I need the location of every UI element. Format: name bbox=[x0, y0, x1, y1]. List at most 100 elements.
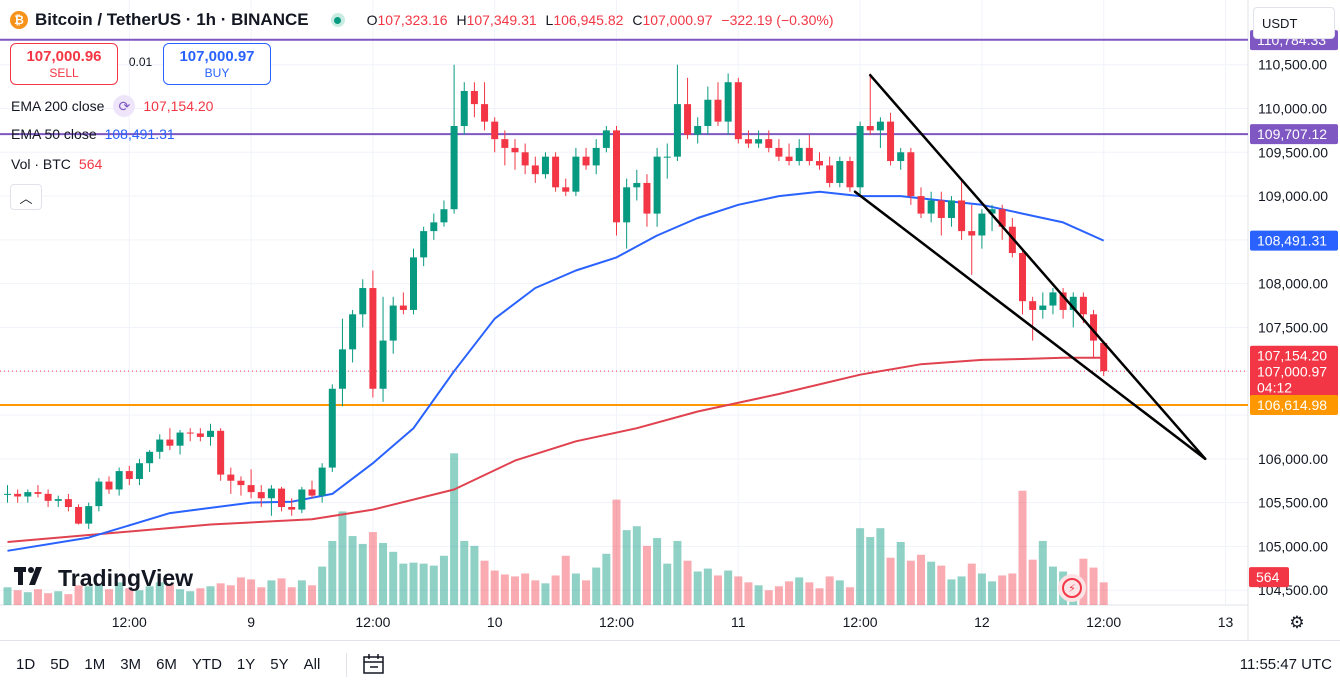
candle-body bbox=[643, 182, 651, 214]
volume-bar bbox=[998, 575, 1007, 605]
range-5y[interactable]: 5Y bbox=[270, 656, 289, 673]
volume-bar bbox=[409, 562, 418, 605]
volume-bar bbox=[551, 575, 560, 605]
sell-button[interactable]: 107,000.96 SELL bbox=[10, 43, 118, 85]
candle-body bbox=[633, 182, 641, 188]
candle-body bbox=[196, 433, 204, 437]
volume-legend[interactable]: Vol · BTC 564 bbox=[11, 156, 102, 172]
time-tick-label: 12:00 bbox=[1086, 614, 1121, 630]
range-all[interactable]: All bbox=[303, 656, 321, 673]
volume-bar bbox=[470, 545, 479, 605]
candle-body bbox=[856, 126, 864, 188]
volume-bar bbox=[1048, 566, 1057, 605]
candle-body bbox=[237, 480, 245, 486]
candle-body bbox=[501, 139, 509, 148]
volume-bar bbox=[1008, 573, 1017, 605]
candle-body bbox=[349, 314, 357, 350]
sell-price: 107,000.96 bbox=[26, 48, 102, 65]
volume-price-tag bbox=[1249, 567, 1289, 588]
candle-body bbox=[734, 82, 742, 140]
volume-bar bbox=[399, 563, 408, 605]
ohlc-h-label: H bbox=[456, 12, 467, 28]
volume-bar bbox=[744, 582, 753, 605]
candle-body bbox=[146, 451, 154, 464]
range-1d[interactable]: 1D bbox=[16, 656, 36, 673]
price-chart[interactable]: 110,500.00 110,000.00 109,500.00 109,000.00… bbox=[0, 0, 1340, 640]
volume-bar bbox=[967, 563, 976, 605]
candle-body bbox=[338, 349, 346, 389]
current-price-tag bbox=[1250, 345, 1338, 398]
chevron-up-icon: ︿ bbox=[19, 190, 33, 206]
price-axis: 110,500.00 110,000.00 109,500.00 109,000.00… bbox=[1249, 30, 1338, 598]
range-3m[interactable]: 3M bbox=[120, 656, 142, 673]
candle-body bbox=[156, 439, 164, 452]
ohlc-high: 107,349.31 bbox=[466, 12, 537, 28]
candle-body bbox=[785, 156, 793, 162]
volume-bar bbox=[592, 567, 601, 605]
candle-body bbox=[166, 439, 174, 446]
volume-bar bbox=[582, 580, 591, 605]
time-tick-label: 12 bbox=[974, 614, 990, 630]
toolbar-divider bbox=[346, 653, 347, 677]
current-price-tag-text: 107,154.20 bbox=[1257, 348, 1327, 364]
volume-bar bbox=[165, 584, 174, 605]
calendar-goto-icon[interactable] bbox=[362, 653, 386, 675]
volume-bar bbox=[653, 538, 662, 605]
volume-bar bbox=[348, 536, 357, 605]
candle-body bbox=[887, 121, 895, 162]
volume-bar bbox=[429, 565, 438, 605]
range-1y[interactable]: 1Y bbox=[236, 656, 256, 673]
candle-body bbox=[795, 147, 803, 162]
ema200-legend[interactable]: EMA 200 close ⟳ 107,154.20 bbox=[11, 95, 213, 117]
time-tick-label: 13 bbox=[1218, 614, 1234, 630]
volume-bar bbox=[338, 511, 347, 605]
candle-body bbox=[826, 165, 834, 183]
volume-bar bbox=[541, 583, 550, 605]
candle-body bbox=[947, 200, 955, 218]
candle-body bbox=[541, 156, 549, 175]
refresh-icon[interactable]: ⟳ bbox=[113, 95, 136, 117]
volume-bar bbox=[318, 566, 327, 605]
volume-bar bbox=[74, 585, 83, 605]
volume-bar bbox=[23, 592, 32, 605]
collapse-legend-button[interactable]: ︿ bbox=[10, 184, 42, 210]
buy-button[interactable]: 107,000.97 BUY bbox=[163, 43, 271, 85]
candle-body bbox=[318, 467, 326, 496]
lightning-icon: ⚡ bbox=[1062, 578, 1082, 598]
time-tick-label: 12:00 bbox=[355, 614, 390, 630]
purple-line-price-tag bbox=[1250, 124, 1338, 145]
volume-bar bbox=[663, 563, 672, 605]
utc-clock[interactable]: 11:55:47 UTC bbox=[1239, 656, 1332, 673]
time-tick-label: 11 bbox=[731, 614, 746, 630]
range-6m[interactable]: 6M bbox=[156, 656, 177, 673]
volume-bar bbox=[439, 555, 448, 605]
candle-body bbox=[927, 200, 935, 214]
range-1m[interactable]: 1M bbox=[84, 656, 106, 673]
candle-body bbox=[186, 432, 194, 434]
alert-bolt-button[interactable]: ⚡ bbox=[1058, 574, 1086, 602]
range-5d[interactable]: 5D bbox=[50, 656, 70, 673]
candle-body bbox=[278, 488, 286, 507]
volume-bar bbox=[247, 579, 256, 605]
candle-body bbox=[95, 481, 103, 507]
volume-bar bbox=[125, 588, 134, 605]
volume-bar bbox=[561, 555, 570, 605]
candle-body bbox=[907, 152, 915, 197]
volume-bar bbox=[450, 453, 459, 605]
candle-body bbox=[836, 161, 844, 183]
range-ytd[interactable]: YTD bbox=[191, 656, 222, 673]
currency-selector[interactable]: USDT bbox=[1253, 7, 1335, 39]
volume-bar bbox=[886, 557, 895, 605]
candle-body bbox=[85, 506, 93, 524]
candle-body bbox=[288, 506, 296, 510]
volume-bar bbox=[419, 563, 428, 605]
ema50-legend[interactable]: EMA 50 close 108,491.31 bbox=[11, 126, 175, 142]
settings-gear-icon[interactable]: ⚙ bbox=[1289, 613, 1305, 632]
symbol-title[interactable]: Bitcoin / TetherUS · 1h · BINANCE bbox=[35, 10, 309, 29]
volume-bar bbox=[44, 593, 53, 605]
ema50-label: EMA 50 close bbox=[11, 126, 97, 142]
candle-body bbox=[744, 139, 752, 144]
candle-body bbox=[663, 156, 671, 158]
candle-body bbox=[602, 130, 610, 148]
ohlc-l-label: L bbox=[545, 12, 554, 28]
